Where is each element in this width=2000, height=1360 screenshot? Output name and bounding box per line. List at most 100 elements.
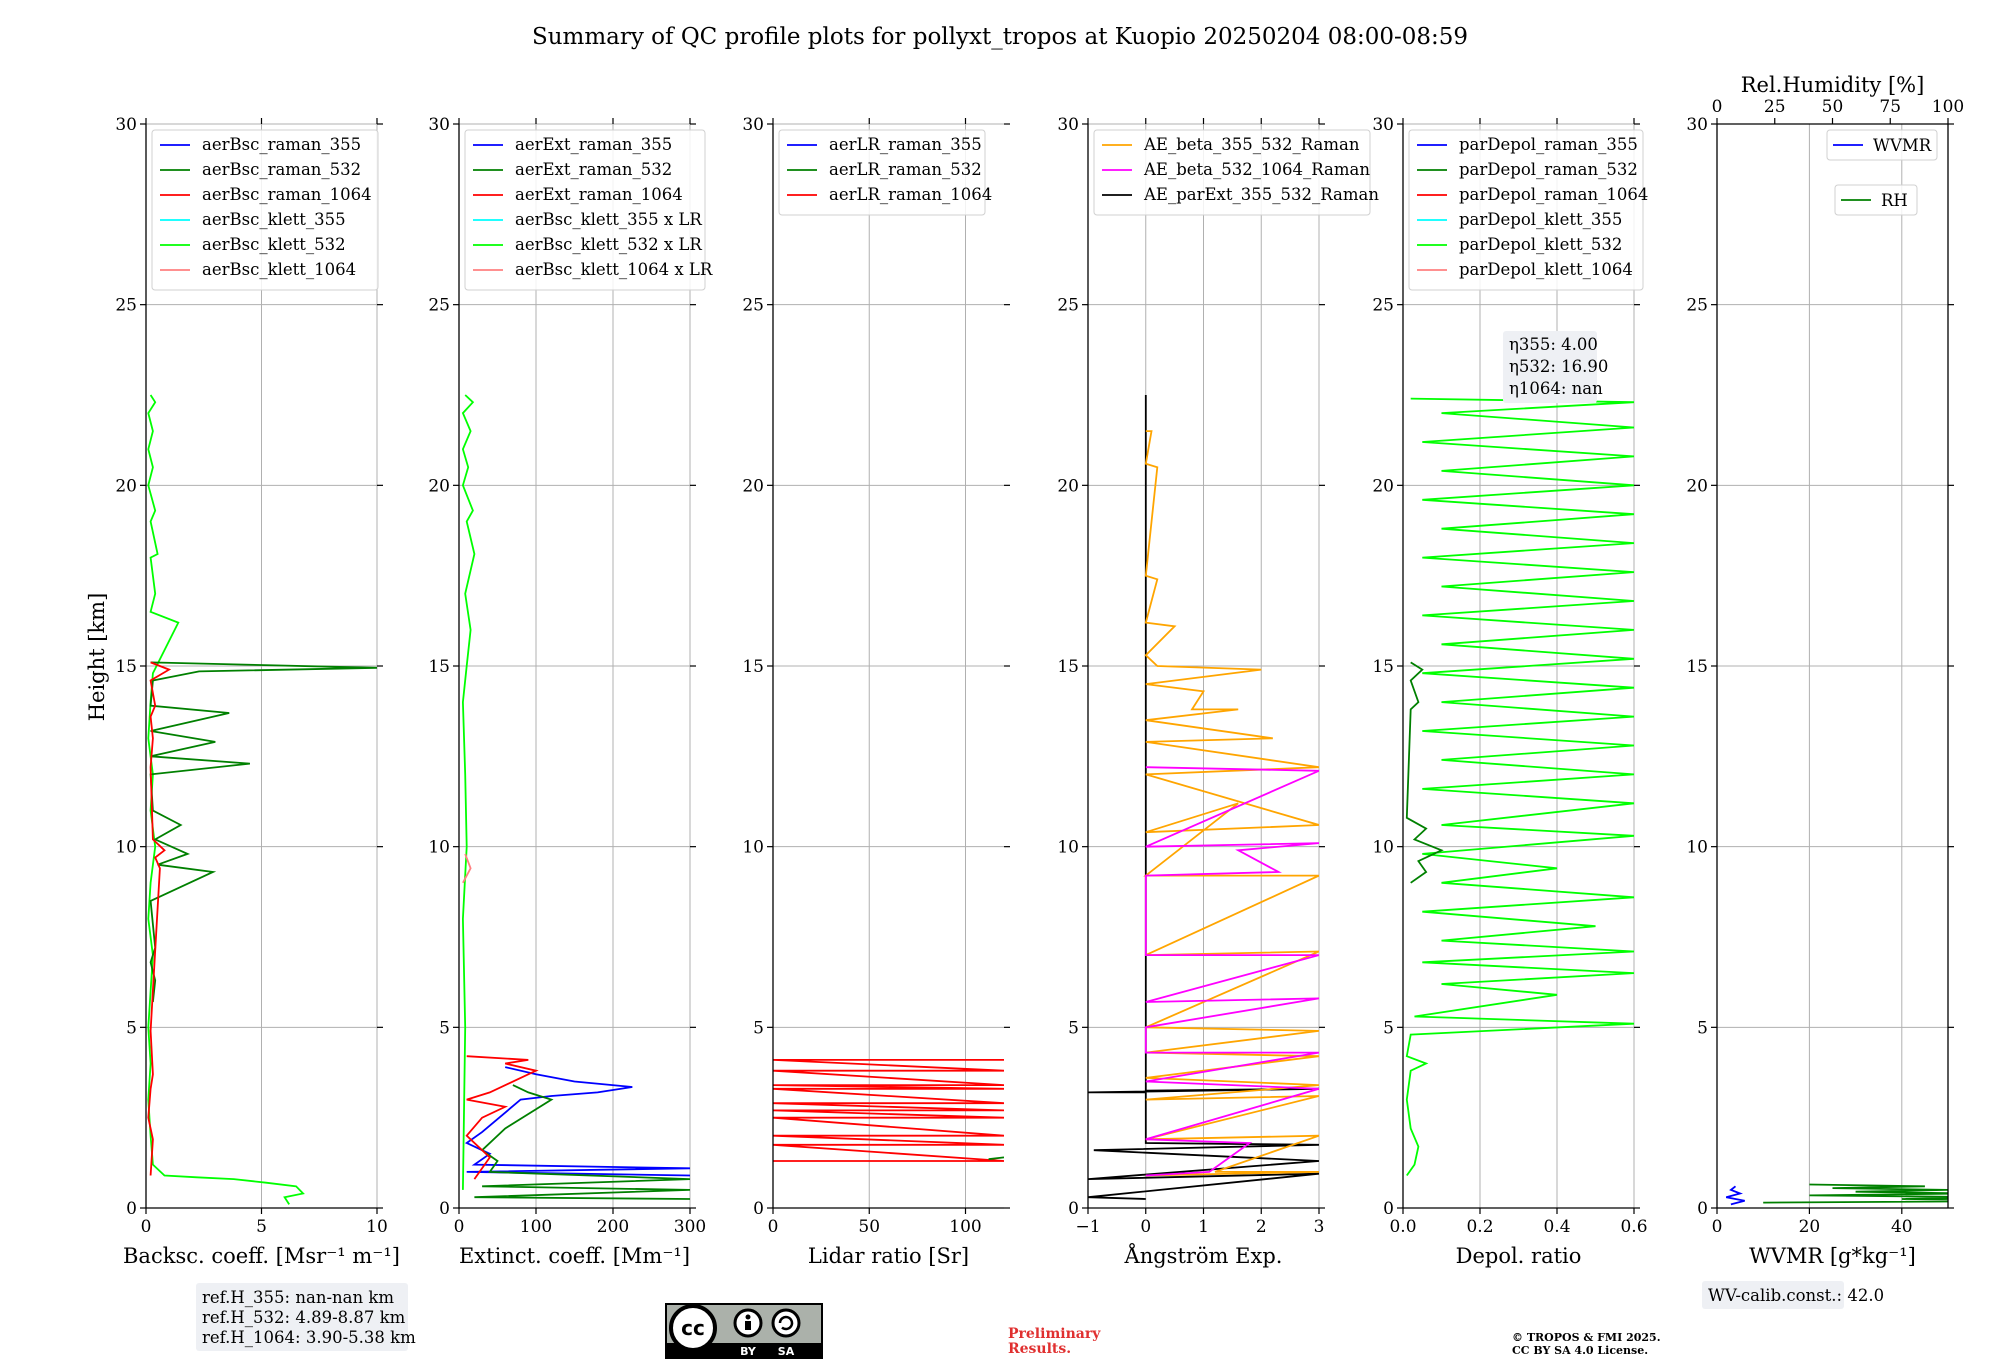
results-label: Results. [1008, 1341, 1071, 1357]
y-tick-label: 0 [1068, 1199, 1079, 1219]
series-group [773, 1059, 1004, 1162]
legend-frame [1093, 129, 1371, 216]
x-tick-label: 0 [141, 1217, 152, 1237]
legend: aerExt_raman_355 aerExt_raman_532 aerExt_r… [464, 129, 713, 291]
ref-height-1064: ref.H_1064: 3.90-5.38 km [202, 1328, 416, 1347]
cc-license-badge: cc BY SA [665, 1303, 823, 1359]
legend-label: aerBsc_klett_355 [202, 210, 346, 229]
x-tick-label: 1 [1198, 1217, 1209, 1237]
wv-calib-const: WV-calib.const.: 42.0 [1708, 1286, 1884, 1305]
copyright-line-2: CC BY SA 4.0 License. [1512, 1344, 1648, 1357]
y-tick-label: 25 [428, 296, 450, 316]
x-axis-label: WVMR [g*kg⁻¹] [1749, 1244, 1916, 1268]
y-tick-label: 0 [1383, 1199, 1394, 1219]
x-tick-label: 40 [1891, 1217, 1913, 1237]
top-x-tick-label: 0 [1712, 97, 1723, 117]
y-tick-label: 10 [742, 838, 764, 858]
series-AE_beta_532_1064_Raman [1144, 766, 1319, 1177]
y-tick-label: 30 [1057, 115, 1079, 135]
legend-label: parDepol_klett_355 [1459, 210, 1622, 229]
preliminary-label: Preliminary [1008, 1326, 1101, 1342]
legend-frame [778, 129, 986, 216]
legend-label: parDepol_raman_1064 [1459, 185, 1648, 204]
x-axis-label: Backsc. coeff. [Msr⁻¹ m⁻¹] [123, 1244, 400, 1268]
y-tick-label: 5 [1697, 1018, 1708, 1038]
y-tick-label: 30 [1372, 115, 1394, 135]
series-AE_beta_355_532_Raman [1143, 430, 1319, 1177]
legend-label: parDepol_klett_1064 [1459, 260, 1633, 279]
ref-height-info: ref.H_355: nan-nan km ref.H_532: 4.89-8.… [196, 1283, 416, 1351]
series-aerLR_raman_532 [988, 1156, 1004, 1161]
legend: parDepol_raman_355 parDepol_raman_532 parD… [1408, 129, 1648, 291]
series-aerBsc_klett_532 [147, 394, 305, 1205]
top-x-tick-label: 100 [1932, 97, 1964, 117]
sa-share-icon [771, 1308, 801, 1338]
legend-label: aerExt_raman_532 [515, 160, 672, 179]
legend-label: parDepol_raman_355 [1459, 135, 1638, 154]
x-tick-label: 0 [1712, 1217, 1723, 1237]
series-group [147, 394, 377, 1205]
y-tick-label: 25 [1057, 296, 1079, 316]
x-tick-label: 0.2 [1466, 1217, 1493, 1237]
copyright-line-1: © TROPOS & FMI 2025. [1512, 1331, 1661, 1344]
series-WVMR [1725, 1185, 1745, 1206]
y-tick-label: 20 [428, 476, 450, 496]
eta-line: η355: 4.00 [1509, 335, 1598, 354]
y-tick-label: 20 [1686, 476, 1708, 496]
legend-label: RH [1881, 191, 1908, 210]
legend-frame [1834, 184, 1918, 216]
panel-5: 0 5 10 15 20 25 30 0.0 0.2 0.4 0.6 Depol. ratio parD… [1372, 115, 1648, 1268]
y-tick-label: 20 [1057, 476, 1079, 496]
cc-badge-label: cc [681, 1316, 705, 1340]
legend-label: aerBsc_klett_532 x LR [515, 235, 702, 254]
x-tick-label: 20 [1799, 1217, 1821, 1237]
eta-line: η532: 16.90 [1509, 357, 1608, 376]
x-axis-label: Depol. ratio [1456, 1244, 1582, 1268]
legend-label: aerExt_raman_1064 [515, 185, 683, 204]
legend-label: aerExt_raman_355 [515, 135, 672, 154]
wv-calib-info: WV-calib.const.: 42.0 [1702, 1281, 1884, 1309]
panel-3: 0 5 10 15 20 25 30 0 50 100 Lidar ratio [Sr] aerLR_… [742, 115, 1010, 1268]
eta-info: η355: 4.00 η532: 16.90 η1064: nan [1503, 331, 1608, 403]
legend-rh: RH [1834, 184, 1918, 216]
series-aerBsc_klett_532 x LR [461, 394, 476, 1190]
legend-label: WVMR [1873, 136, 1932, 155]
x-tick-label: 0 [454, 1217, 465, 1237]
legend: AE_beta_355_532_Raman AE_beta_532_1064_Ra… [1093, 129, 1379, 216]
x-tick-label: 300 [674, 1217, 706, 1237]
series-aerExt_raman_355 [464, 1066, 690, 1177]
y-tick-label: 15 [1372, 657, 1394, 677]
x-tick-label: 3 [1314, 1217, 1325, 1237]
x-tick-label: 50 [858, 1217, 880, 1237]
legend-label: AE_beta_532_1064_Raman [1143, 160, 1370, 179]
series-aerBsc_raman_532 [149, 661, 377, 1003]
x-tick-label: 200 [597, 1217, 629, 1237]
legend-frame [151, 129, 379, 291]
legend: aerLR_raman_355 aerLR_raman_532 aerLR_rama… [778, 129, 992, 216]
y-tick-label: 15 [1057, 657, 1079, 677]
legend-label: parDepol_raman_532 [1459, 160, 1638, 179]
panel-1: 0 5 10 15 20 25 30 0 5 10 Backsc. coeff. [Msr⁻¹ m⁻… [115, 115, 400, 1268]
series-group [1405, 397, 1634, 1177]
y-tick-label: 25 [1372, 296, 1394, 316]
legend-label: aerBsc_raman_1064 [202, 185, 372, 204]
x-tick-label: 2 [1256, 1217, 1267, 1237]
eta-info-box [1503, 331, 1597, 403]
y-tick-label: 30 [742, 115, 764, 135]
series-aerBsc_raman_1064 [147, 661, 172, 1176]
top-x-tick-label: 75 [1879, 97, 1901, 117]
cc-icon [669, 1304, 717, 1352]
series-aerLR_raman_1064 [773, 1059, 1004, 1162]
figure-title: Summary of QC profile plots for pollyxt_… [532, 24, 1468, 50]
top-x-tick-label: 25 [1764, 97, 1786, 117]
legend-label: aerLR_raman_1064 [829, 185, 992, 204]
series-group [1088, 395, 1319, 1200]
y-tick-label: 10 [1372, 838, 1394, 858]
legend-label: aerLR_raman_532 [829, 160, 982, 179]
x-tick-label: 100 [949, 1217, 981, 1237]
legend-label: aerBsc_klett_532 [202, 235, 346, 254]
y-tick-label: 15 [742, 657, 764, 677]
y-tick-label: 15 [428, 657, 450, 677]
x-tick-label: 0 [768, 1217, 779, 1237]
